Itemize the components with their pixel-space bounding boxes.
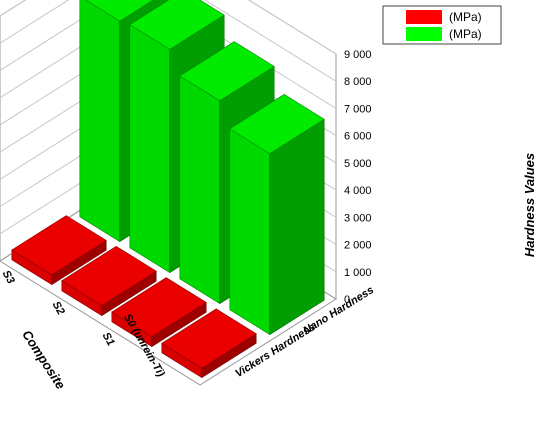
y-axis-title: Composite — [19, 327, 68, 392]
legend-label-nano: (MPa) — [449, 27, 482, 41]
bar-vickers-2 — [61, 245, 157, 317]
bar-right-face — [269, 118, 325, 336]
legend-swatch-green — [406, 27, 442, 41]
bar-top-face — [179, 41, 275, 102]
bar-vickers-1 — [111, 277, 207, 348]
bar-left-face — [179, 75, 221, 305]
bar-nano-0 — [229, 94, 325, 336]
z-tick-label: 4 000 — [344, 185, 372, 197]
z-tick-label: 2 000 — [344, 240, 372, 252]
category-tick-label: S1 — [100, 330, 117, 348]
bar-left-face — [129, 24, 171, 274]
bar-top-face — [11, 215, 107, 276]
bar-top-face — [161, 308, 257, 369]
bar-top-face — [129, 0, 225, 50]
category-tick-label: S2 — [50, 299, 67, 317]
category-tick-label: S3 — [0, 268, 17, 286]
z-tick-label: 5 000 — [344, 158, 372, 170]
z-tick-label: 3 000 — [344, 212, 372, 224]
bar-vickers-0 — [161, 308, 257, 379]
bar-vickers-3 — [11, 215, 107, 286]
z-tick-label: 9 000 — [344, 49, 372, 61]
z-gridline — [0, 0, 337, 55]
bar-top-face — [61, 245, 157, 306]
bar-top-face — [229, 94, 325, 154]
legend: (MPa) (MPa) — [382, 5, 502, 45]
z-tick-label: 6 000 — [344, 131, 372, 143]
z-gridline — [0, 0, 337, 82]
z-tick-label: 1 000 — [344, 267, 372, 279]
z-axis-title: Hardness Values — [522, 153, 537, 257]
bar-top-face — [85, 0, 154, 22]
z-tick-label: 8 000 — [344, 76, 372, 88]
z-tick-label: 0 — [344, 294, 350, 306]
legend-swatch-red — [406, 10, 442, 24]
legend-label-vickers: (MPa) — [449, 10, 482, 24]
bar-left-face — [79, 0, 121, 243]
bar-left-face — [229, 128, 271, 336]
bar-top-face — [111, 277, 207, 338]
chart-bars — [11, 0, 325, 379]
z-tick-label: 7 000 — [344, 103, 372, 115]
